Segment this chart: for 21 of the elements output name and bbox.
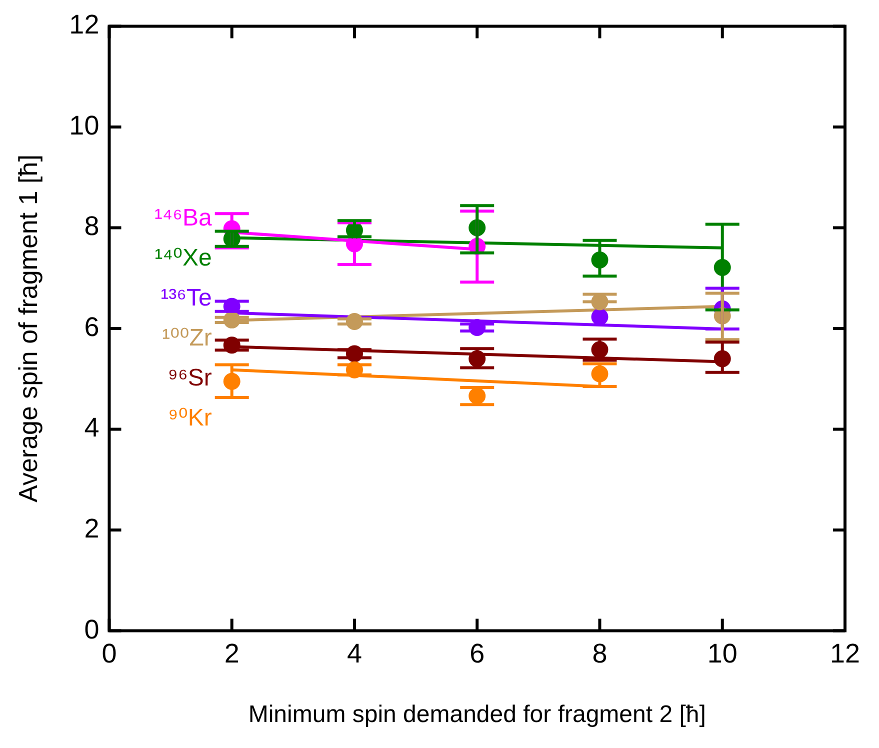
series-label: ¹⁴⁰Xe (154, 244, 212, 272)
y-tick-label: 2 (84, 513, 100, 544)
x-tick-label: 12 (830, 638, 860, 668)
series-label: ⁹⁶Sr (168, 364, 212, 392)
y-tick-label: 0 (84, 614, 100, 644)
y-tick-label: 8 (84, 211, 100, 242)
x-tick-label: 6 (470, 638, 485, 668)
y-tick-label: 10 (69, 110, 100, 140)
x-tick-label: 2 (224, 638, 240, 668)
x-axis-title: Minimum spin demanded for fragment 2 [ħ] (248, 701, 706, 728)
x-tick-label: 10 (707, 638, 738, 668)
y-tick-label: 6 (84, 312, 100, 342)
series-label: ¹⁰⁰Zr (162, 324, 212, 352)
series-label: ¹⁴⁶Ba (154, 204, 213, 232)
x-tick-label: 8 (592, 638, 608, 668)
y-tick-label: 12 (69, 10, 100, 40)
x-tick-label: 4 (346, 638, 362, 668)
y-tick-label: 4 (84, 412, 100, 443)
y-axis-title: Average spin of fragment 1 [ħ] (12, 154, 43, 502)
series-label: ⁹⁰Kr (168, 404, 212, 432)
series-label: ¹³⁶Te (160, 284, 212, 312)
